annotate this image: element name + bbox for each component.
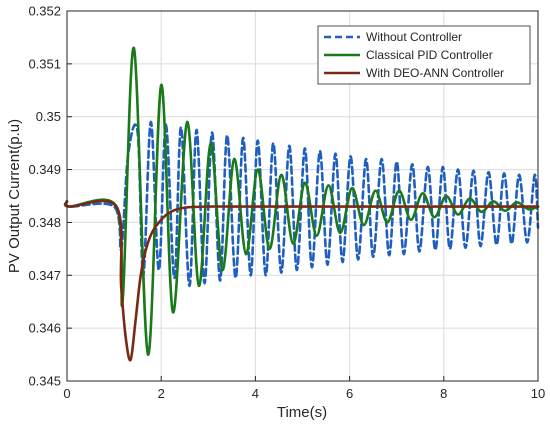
x-tick-label: 10 xyxy=(531,386,545,401)
series-line-without-controller xyxy=(63,120,540,288)
y-tick-label: 0.346 xyxy=(28,321,61,336)
x-tick-label: 8 xyxy=(440,386,447,401)
y-tick-label: 0.348 xyxy=(28,215,61,230)
plot-frame xyxy=(66,10,539,382)
x-tick-label: 0 xyxy=(63,386,70,401)
x-tick-label: 4 xyxy=(252,386,259,401)
series-line-deo-ann xyxy=(63,199,540,362)
x-tick-label: 6 xyxy=(346,386,353,401)
legend-label-classical-pid: Classical PID Controller xyxy=(366,48,493,62)
x-axis-label: Time(s) xyxy=(277,404,327,421)
y-tick-label: 0.347 xyxy=(28,268,61,283)
y-tick-label: 0.352 xyxy=(28,4,61,19)
series-lines xyxy=(63,46,540,362)
y-tick-label: 0.349 xyxy=(28,162,61,177)
legend-label-without-controller: Without Controller xyxy=(366,30,462,44)
y-tick-label: 0.35 xyxy=(36,109,61,124)
y-tick-label: 0.351 xyxy=(28,56,61,71)
legend: Without Controller Classical PID Control… xyxy=(317,25,531,85)
axis-ticks: 0 2 4 6 8 10 0.345 0.346 0.347 0.348 0.349 0.35 0.35… xyxy=(28,4,545,402)
y-tick-label: 0.345 xyxy=(28,374,61,389)
x-tick-label: 2 xyxy=(158,386,165,401)
legend-label-deo-ann: With DEO-ANN Controller xyxy=(366,66,504,80)
series-line-classical-pid xyxy=(63,46,540,356)
y-axis-label: PV Output Current(p.u) xyxy=(6,119,23,273)
